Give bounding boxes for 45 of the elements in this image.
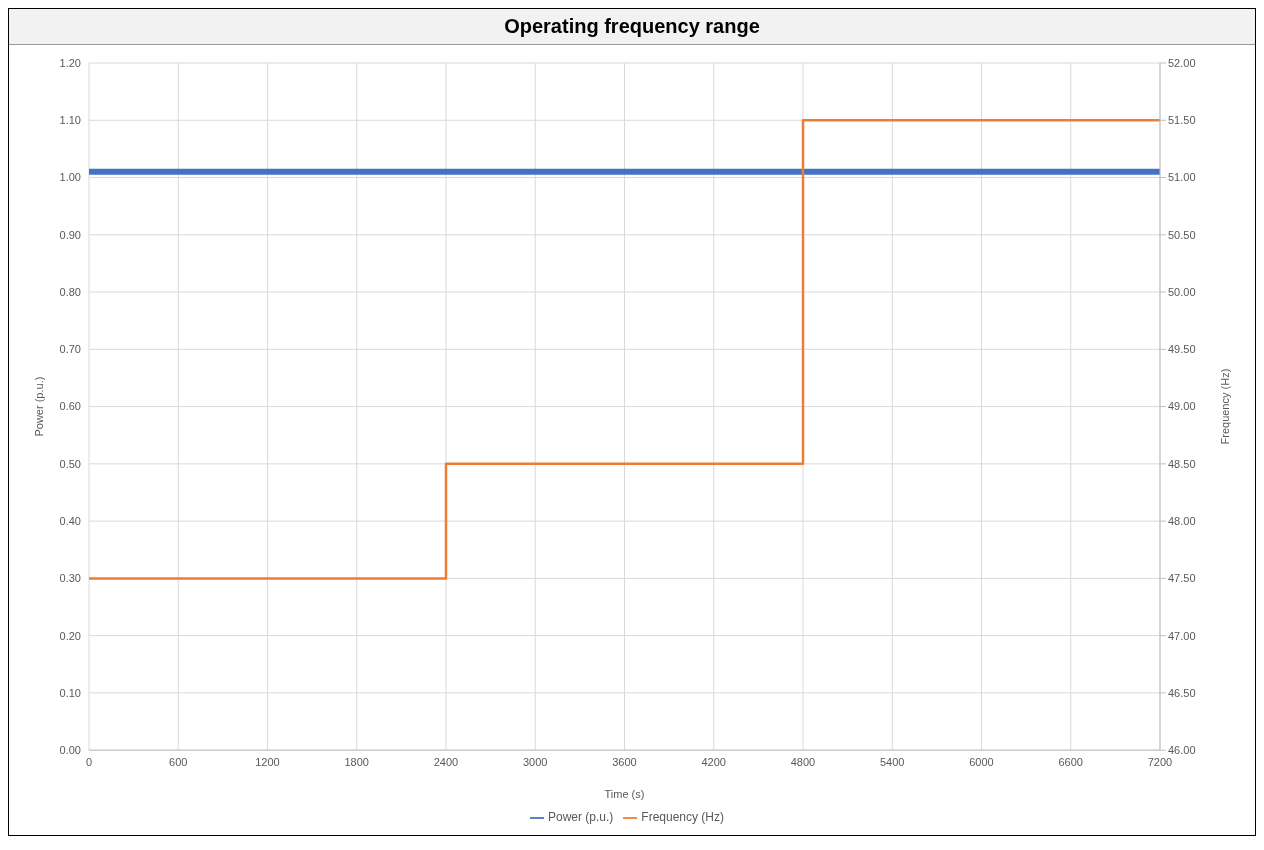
- x-tick-label: 0: [85, 755, 93, 768]
- y2-tick-label: 51.50: [1168, 114, 1196, 127]
- x-tick-label: 6000: [969, 755, 994, 768]
- y2-tick-label: 51.00: [1168, 171, 1196, 184]
- legend-label: Power (p.u.): [547, 810, 614, 825]
- x-tick-label: 6600: [1058, 755, 1083, 768]
- y-tick-label: 0.70: [59, 343, 81, 356]
- y-tick-label: 0.20: [59, 629, 81, 642]
- y2-tick-label: 50.00: [1168, 285, 1196, 298]
- x-tick-label: 4200: [701, 755, 726, 768]
- y2-tick-label: 46.50: [1168, 686, 1196, 699]
- y2-tick-label: 48.50: [1168, 457, 1196, 470]
- y-tick-label: 0.50: [59, 457, 81, 470]
- x-axis-title: Time (s): [604, 788, 645, 801]
- x-tick-label: 4800: [790, 755, 816, 768]
- y-tick-label: 0.10: [59, 686, 81, 699]
- y-tick-label: 0.80: [59, 285, 81, 298]
- x-tick-label: 1800: [344, 755, 369, 768]
- x-tick-label: 7200: [1147, 755, 1173, 768]
- y2-tick-label: 48.00: [1168, 515, 1196, 528]
- y-tick-label: 0.00: [59, 744, 81, 757]
- y-tick-label: 1.00: [59, 171, 81, 184]
- x-tick-label: 600: [169, 755, 188, 768]
- x-tick-label: 1200: [255, 755, 280, 768]
- y2-tick-label: 49.00: [1168, 400, 1196, 413]
- y2-tick-label: 47.00: [1168, 629, 1196, 642]
- y-tick-label: 0.30: [59, 572, 81, 585]
- y-axis-title: Power (p.u.): [32, 376, 45, 437]
- y2-tick-label: 52.00: [1168, 56, 1196, 69]
- legend-label: Frequency (Hz): [641, 810, 725, 825]
- y-tick-label: 0.90: [59, 228, 81, 241]
- x-tick-label: 3000: [523, 755, 548, 768]
- y-tick-label: 1.20: [59, 56, 81, 69]
- y-tick-label: 0.60: [59, 400, 81, 413]
- y-tick-label: 0.40: [59, 515, 81, 528]
- y-tick-label: 1.10: [59, 114, 81, 127]
- chart-title: Operating frequency range: [9, 9, 1255, 45]
- x-tick-label: 2400: [433, 755, 459, 768]
- y2-tick-label: 47.50: [1168, 572, 1196, 585]
- x-tick-label: 5400: [880, 755, 905, 768]
- y2-tick-label: 49.50: [1168, 343, 1196, 356]
- y2-axis-title: Frequency (Hz): [1218, 368, 1231, 445]
- y2-tick-label: 46.00: [1168, 744, 1196, 757]
- x-tick-label: 3600: [612, 755, 637, 768]
- y2-tick-label: 50.50: [1168, 228, 1196, 241]
